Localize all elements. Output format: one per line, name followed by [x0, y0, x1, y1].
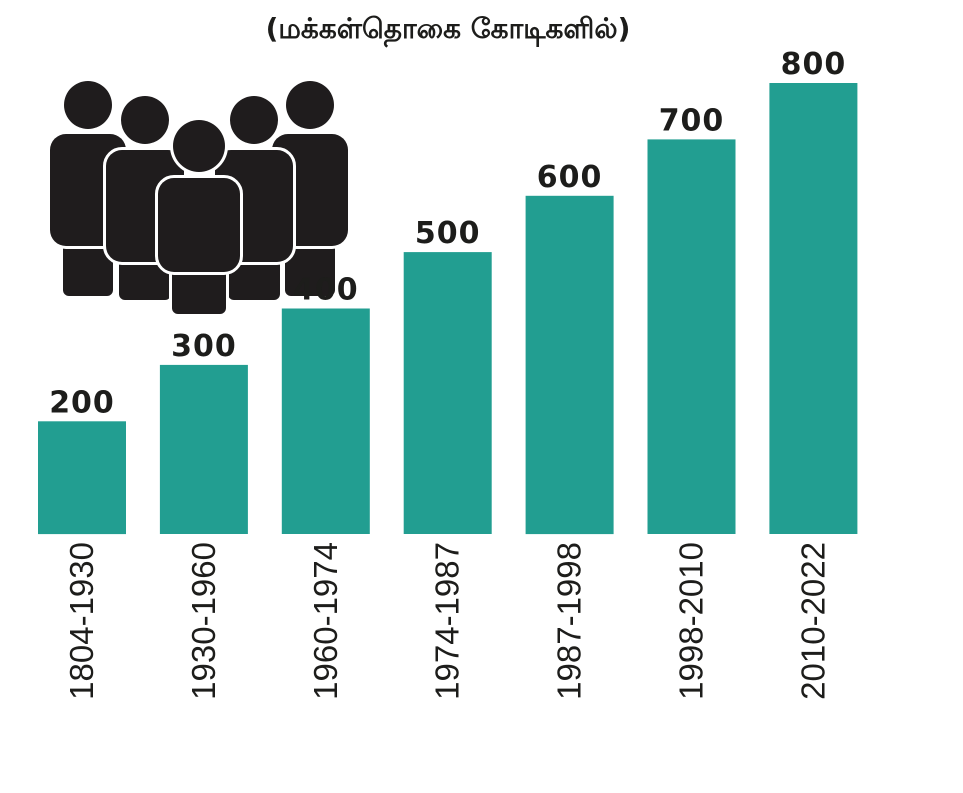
category-label: 1804-1930: [63, 542, 100, 700]
chart-title: (மக்கள்தொகை கோடிகளில்): [266, 12, 631, 48]
category-label: 1987-1998: [551, 542, 588, 700]
value-labels-group: 200 300 400 500 600 700 800: [49, 47, 847, 420]
value-label: 400: [293, 273, 359, 308]
bar-1960-1974: [281, 308, 370, 534]
person-figure-icon: [155, 117, 243, 317]
bar-1930-1960: [159, 364, 248, 534]
bar-1987-1998: [525, 195, 614, 535]
value-label: 600: [537, 160, 603, 195]
bars-group: [38, 83, 858, 535]
bar-1998-2010: [647, 139, 736, 534]
value-label: 300: [171, 329, 237, 364]
category-label: 1998-2010: [673, 542, 710, 700]
value-label: 700: [659, 103, 725, 138]
bar-1974-1987: [403, 252, 492, 534]
value-label: 200: [49, 385, 115, 420]
category-label: 1960-1974: [307, 542, 344, 700]
value-label: 500: [415, 216, 481, 251]
value-label: 800: [781, 47, 847, 82]
people-group-icon: [47, 78, 351, 317]
category-label: 2010-2022: [794, 542, 831, 700]
bar-2010-2022: [769, 83, 858, 534]
category-label: 1974-1987: [429, 542, 466, 700]
category-label: 1930-1960: [185, 542, 222, 700]
bar-1804-1930: [38, 421, 126, 535]
category-labels-group: 1804-1930 1930-1960 1960-1974 1974-1987 1987…: [63, 542, 831, 700]
